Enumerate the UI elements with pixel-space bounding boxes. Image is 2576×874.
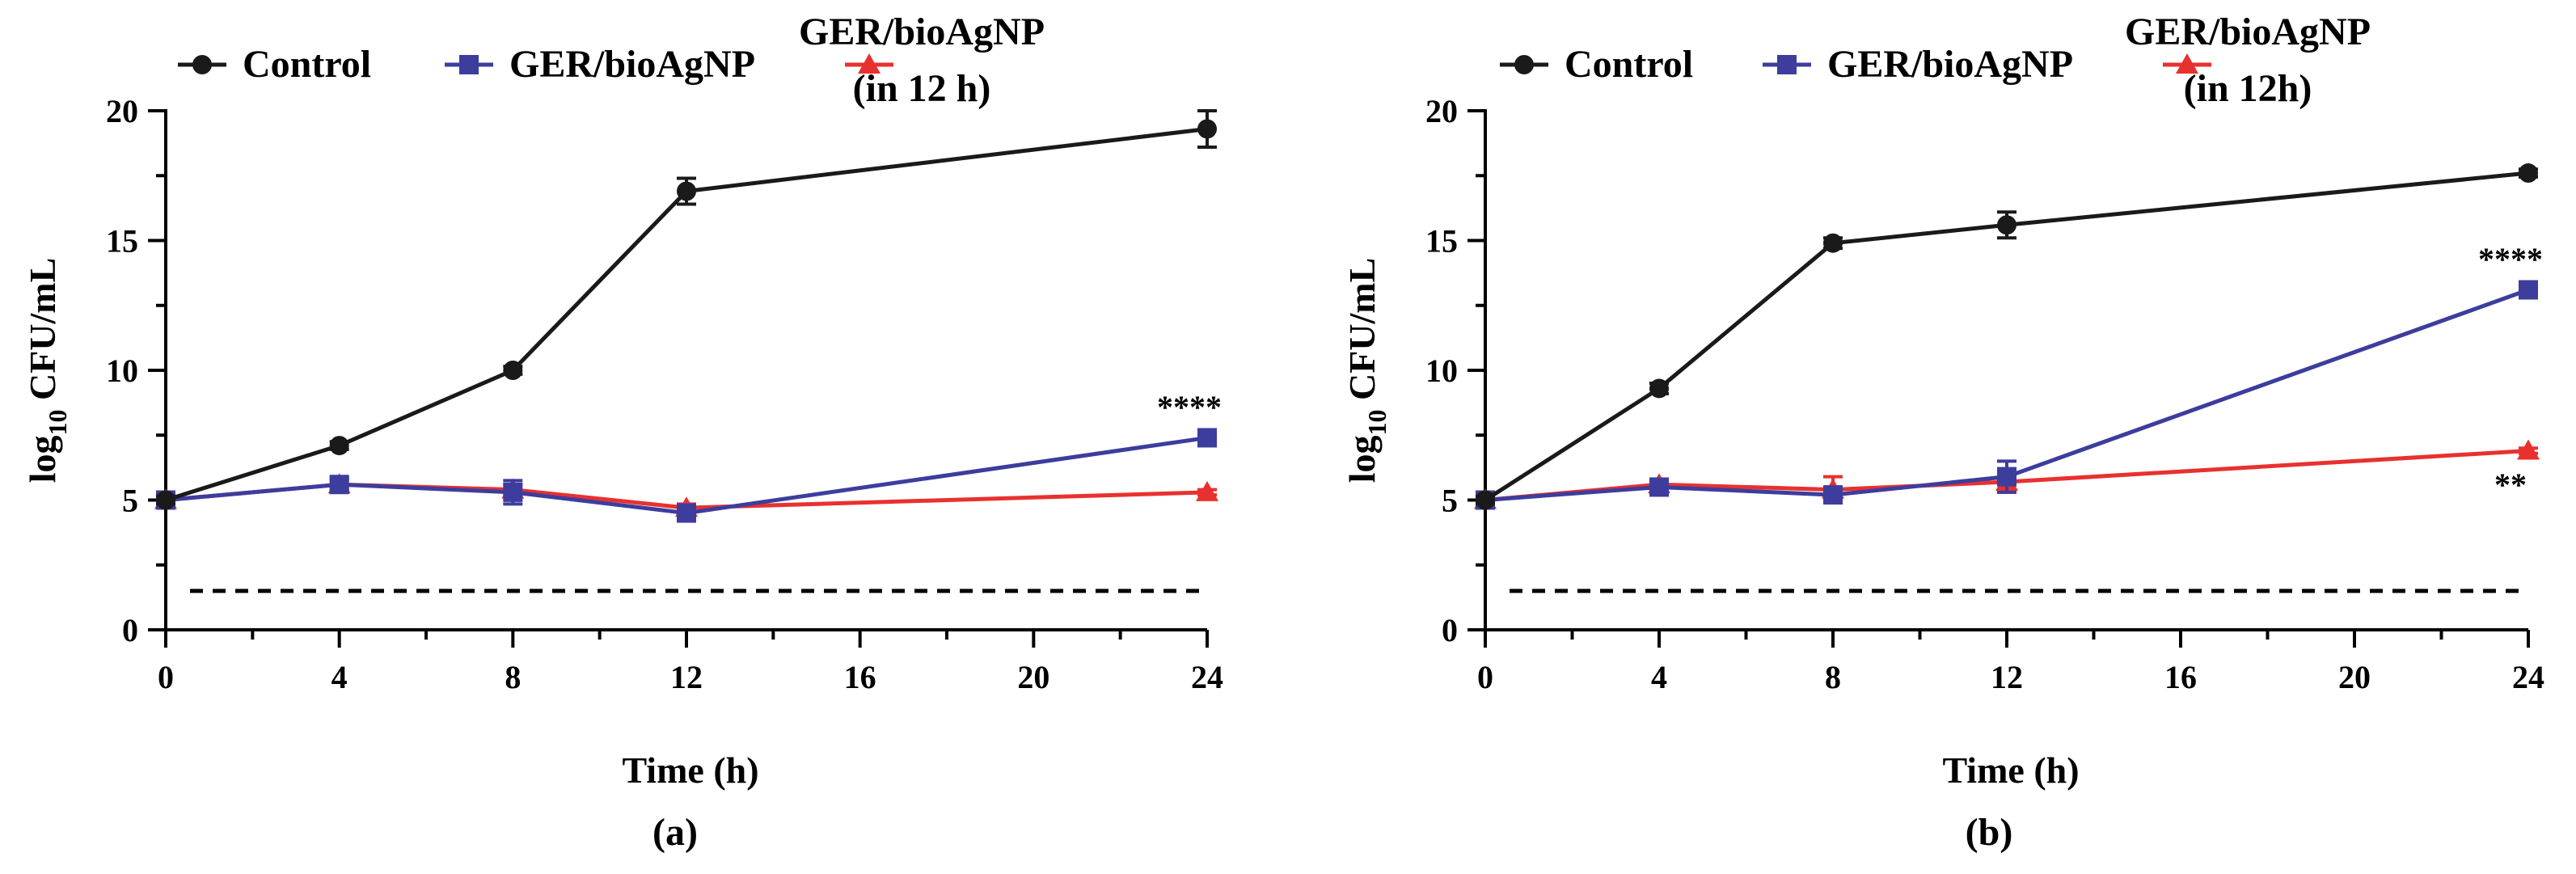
y-axis-title: log10 CFU/mL <box>22 258 72 483</box>
series-square <box>156 428 1217 523</box>
data-point <box>1823 485 1843 505</box>
x-tick-label: 16 <box>844 659 876 695</box>
x-tick-label: 16 <box>2164 659 2197 695</box>
x-tick-label: 24 <box>2512 659 2544 695</box>
data-point <box>2519 280 2538 300</box>
x-tick-label: 0 <box>1477 659 1493 695</box>
data-point <box>2519 163 2538 184</box>
data-point <box>677 181 696 201</box>
y-tick-label: 5 <box>122 483 138 519</box>
data-point <box>1997 467 2016 487</box>
legend-marker <box>1514 55 1534 74</box>
data-point <box>1197 119 1217 139</box>
data-point <box>1823 233 1843 253</box>
y-tick-label: 0 <box>1442 612 1458 648</box>
data-point <box>156 490 175 510</box>
legend-marker <box>459 55 479 74</box>
significance-label: **** <box>1157 389 1222 425</box>
x-tick-label: 8 <box>505 659 521 695</box>
legend-marker <box>1777 55 1797 74</box>
x-tick-label: 8 <box>1825 659 1841 695</box>
legend-label: GER/bioAgNP <box>1827 43 2073 86</box>
data-point <box>503 482 523 502</box>
data-point <box>1196 480 1218 501</box>
x-tick-label: 12 <box>1991 659 2023 695</box>
y-tick-label: 20 <box>106 93 138 129</box>
data-point <box>329 436 349 456</box>
panel-label: (b) <box>1966 811 2013 854</box>
legend-marker <box>858 53 880 74</box>
series-circle <box>1476 163 2538 510</box>
x-tick-label: 4 <box>332 659 348 695</box>
y-tick-label: 10 <box>106 353 138 389</box>
x-tick-label: 20 <box>1017 659 1049 695</box>
legend-marker <box>192 55 212 74</box>
legend: Control GER/bioAgNP GER/bioAgNP (in 12h) <box>1500 11 2371 110</box>
data-point <box>1476 490 1495 510</box>
y-axis-title: log10 CFU/mL <box>1341 258 1391 483</box>
y-tick-label: 5 <box>1442 483 1458 519</box>
y-tick-label: 10 <box>1425 353 1458 389</box>
significance-label: **** <box>2478 241 2543 277</box>
y-axis-title-unit: CFU/mL <box>1341 258 1383 410</box>
data-point <box>1649 477 1669 497</box>
x-tick-label: 12 <box>670 659 703 695</box>
y-axis-title-main: log <box>1341 436 1383 483</box>
data-point <box>1649 378 1669 399</box>
y-tick-label: 15 <box>1425 223 1458 260</box>
y-axis-title-subscript: 10 <box>1362 410 1391 436</box>
legend: Control GER/bioAgNP GER/bioAgNP (in 12 h) <box>178 11 1045 110</box>
y-tick-label: 20 <box>1425 93 1458 129</box>
y-axis-title-subscript: 10 <box>43 410 72 436</box>
y-axis-title-unit: CFU/mL <box>22 258 63 410</box>
data-point <box>503 361 523 380</box>
legend-label: GER/bioAgNP <box>509 43 755 86</box>
x-axis-title: Time (h) <box>622 749 758 791</box>
legend-label: GER/bioAgNP <box>799 11 1045 53</box>
x-tick-label: 20 <box>2338 659 2371 695</box>
x-tick-label: 0 <box>158 659 174 695</box>
data-point <box>677 503 696 523</box>
data-point <box>1997 215 2016 235</box>
y-tick-label: 0 <box>122 612 138 648</box>
legend-marker <box>2176 53 2198 74</box>
x-tick-label: 24 <box>1191 659 1223 695</box>
significance-label: ** <box>2494 467 2527 503</box>
data-point <box>329 475 349 495</box>
legend-label: Control <box>1565 43 1693 86</box>
data-point <box>2517 439 2540 460</box>
legend-label: Control <box>243 43 371 86</box>
legend-label: GER/bioAgNP <box>2125 11 2371 53</box>
series-square <box>1476 280 2538 510</box>
legend-label: (in 12 h) <box>853 67 991 110</box>
x-tick-label: 4 <box>1651 659 1667 695</box>
x-axis-title: Time (h) <box>1942 749 2079 791</box>
legend-label: (in 12h) <box>2184 67 2312 110</box>
panel-label: (a) <box>652 811 698 854</box>
data-point <box>1197 428 1217 448</box>
y-tick-label: 15 <box>106 223 138 260</box>
series-circle <box>156 109 1217 510</box>
y-axis-title-main: log <box>22 436 63 483</box>
